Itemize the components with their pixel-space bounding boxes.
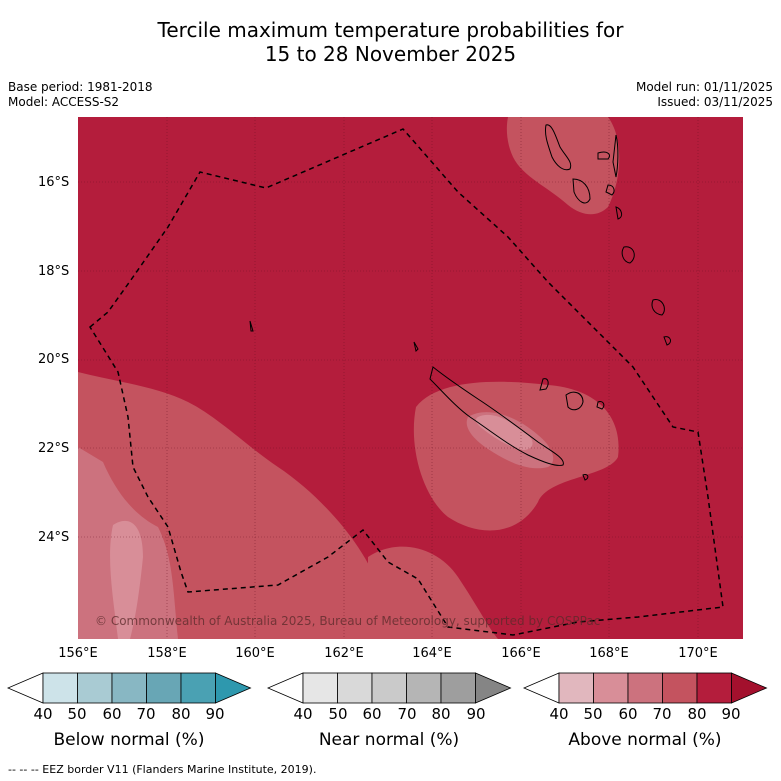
colorbar-label-above-normal: Above normal (%) <box>568 730 722 750</box>
lon-label-162e: 162°E <box>324 646 364 661</box>
tanna-island <box>663 336 672 346</box>
lon-label-166e: 166°E <box>501 646 541 661</box>
cb0-tick-70: 70 <box>136 705 156 723</box>
cb0-tick-60: 60 <box>102 705 122 723</box>
colorbar-below-normal <box>6 672 252 704</box>
graticule <box>78 117 743 639</box>
cb0-tick-50: 50 <box>67 705 87 723</box>
cb1-tick-90: 90 <box>466 705 486 723</box>
chesterfield-islet <box>249 320 254 332</box>
lon-label-156e: 156°E <box>58 646 98 661</box>
isle-of-pines <box>582 474 589 481</box>
cb2-tick-60: 60 <box>618 705 638 723</box>
cb2-tick-50: 50 <box>583 705 603 723</box>
cb0-tick-40: 40 <box>33 705 53 723</box>
colorbar-segment <box>627 672 663 704</box>
colorbar-segment <box>146 672 182 704</box>
colorbar-label-below-normal: Below normal (%) <box>53 730 205 750</box>
eez-border <box>89 128 724 636</box>
eez-footnote: -- -- -- EEZ border V11 (Flanders Marine… <box>8 763 317 776</box>
title-line-2: 15 to 28 November 2025 <box>264 42 517 66</box>
pentecost-island <box>612 134 619 178</box>
islet-icon <box>413 341 419 352</box>
lat-label-24s: 24°S <box>38 530 70 545</box>
cb2-tick-40: 40 <box>549 705 569 723</box>
erromango-island <box>651 299 665 316</box>
colorbar-segment <box>440 672 476 704</box>
ambrym-island <box>605 184 615 196</box>
lon-label-158e: 158°E <box>147 646 187 661</box>
colorbar-under-triangle <box>522 672 560 704</box>
meta-right: Model run: 01/11/2025 Issued: 03/11/2025 <box>636 80 773 110</box>
colorbar-segment <box>406 672 442 704</box>
map-title: Tercile maximum temperature probabilitie… <box>0 18 781 66</box>
colorbar-segment <box>302 672 338 704</box>
colorbar-group <box>6 672 768 704</box>
map-svg <box>78 117 743 639</box>
colorbar-over-triangle <box>215 672 252 704</box>
lat-label-20s: 20°S <box>38 352 70 367</box>
colorbar-under-triangle <box>266 672 304 704</box>
cb1-tick-50: 50 <box>328 705 348 723</box>
model-run: Model run: 01/11/2025 <box>635 80 773 94</box>
title-line-1: Tercile maximum temperature probabilitie… <box>157 18 624 42</box>
cb0-tick-80: 80 <box>171 705 191 723</box>
colorbar-over-triangle <box>475 672 512 704</box>
probability-field-50-southwest <box>110 520 143 639</box>
map-panel[interactable]: © Commonwealth of Australia 2025, Bureau… <box>78 117 743 639</box>
cb2-tick-80: 80 <box>687 705 707 723</box>
model-name: Model: ACCESS-S2 <box>8 95 120 109</box>
efate-island <box>621 246 635 264</box>
new-caledonia-island <box>429 366 564 466</box>
lon-label-168e: 168°E <box>589 646 629 661</box>
colorbar-segment <box>593 672 629 704</box>
colorbar-segment <box>77 672 113 704</box>
colorbar-segment <box>662 672 698 704</box>
lat-label-22s: 22°S <box>38 441 70 456</box>
colorbar-segment <box>337 672 373 704</box>
colorbar-label-near-normal: Near normal (%) <box>318 730 460 750</box>
lon-label-170e: 170°E <box>678 646 718 661</box>
probability-field-70-south <box>368 546 498 639</box>
lat-label-18s: 18°S <box>38 264 70 279</box>
cb2-tick-70: 70 <box>652 705 672 723</box>
colorbar-over-triangle <box>731 672 768 704</box>
lat-label-16s: 16°S <box>38 175 70 190</box>
lon-label-160e: 160°E <box>235 646 275 661</box>
malekula-island <box>572 178 591 204</box>
colorbar-segment <box>180 672 216 704</box>
colorbar-near-normal <box>266 672 512 704</box>
issued-date: Issued: 03/11/2025 <box>657 95 773 109</box>
colorbar-under-triangle <box>6 672 44 704</box>
cb1-tick-80: 80 <box>431 705 451 723</box>
colorbar-above-normal <box>522 672 768 704</box>
cb1-tick-40: 40 <box>293 705 313 723</box>
base-period: Base period: 1981-2018 <box>8 80 153 94</box>
cb0-tick-90: 90 <box>205 705 225 723</box>
mare-island <box>596 401 605 410</box>
cb1-tick-60: 60 <box>362 705 382 723</box>
colorbar-segment <box>371 672 407 704</box>
probability-field-70-vanuatu <box>506 117 620 215</box>
colorbar-segment <box>111 672 147 704</box>
colorbar-segment <box>696 672 732 704</box>
ouvea-island <box>539 378 549 391</box>
colorbar-segment <box>558 672 594 704</box>
espiritu-santo-island <box>545 124 572 171</box>
maewo-island <box>597 151 611 160</box>
epi-island <box>615 206 623 220</box>
lifou-island <box>565 391 584 411</box>
lon-label-164e: 164°E <box>412 646 452 661</box>
copyright-notice: © Commonwealth of Australia 2025, Bureau… <box>95 614 601 628</box>
meta-left: Base period: 1981-2018 Model: ACCESS-S2 <box>8 80 153 110</box>
cb2-tick-90: 90 <box>721 705 741 723</box>
colorbar-segment <box>42 672 78 704</box>
cb1-tick-70: 70 <box>397 705 417 723</box>
probability-field-50-new-caledonia <box>475 414 533 450</box>
